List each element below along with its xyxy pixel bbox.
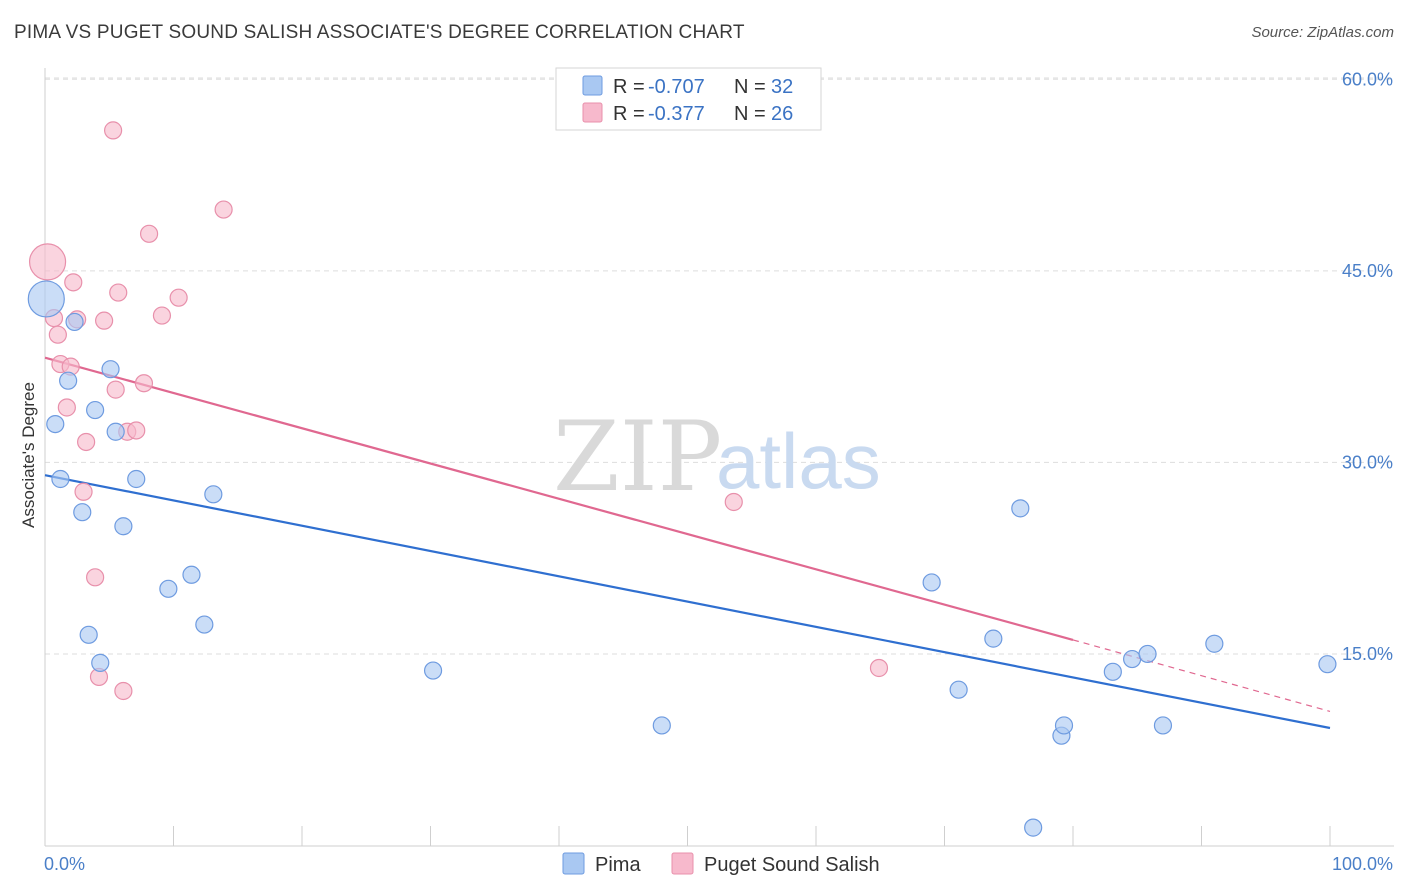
y-axis-label: Associate's Degree <box>19 382 38 528</box>
legend-r-label-salish: R = <box>613 103 645 125</box>
trend-line-dashed-salish <box>1072 639 1331 712</box>
point-salish <box>134 374 154 393</box>
point-salish <box>114 681 133 701</box>
watermark-atlas: atlas <box>716 417 881 505</box>
bottom-legend-label-pima: Pima <box>595 854 641 876</box>
bottom-legend-label-salish: Puget Sound Salish <box>704 854 880 876</box>
point-salish <box>109 283 128 302</box>
point-salish <box>48 325 67 344</box>
grid-lines <box>45 77 1394 655</box>
point-pima <box>1054 716 1074 735</box>
point-pima <box>1205 634 1224 653</box>
point-pima <box>984 629 1003 648</box>
watermark-zip: ZIP <box>553 401 722 513</box>
point-salish <box>139 224 159 243</box>
trend-line-pima <box>44 474 1331 730</box>
legend-n-value-salish: 26 <box>771 103 793 125</box>
point-salish <box>127 421 146 440</box>
point-pima <box>73 503 92 522</box>
point-pima <box>652 716 671 735</box>
point-pima <box>1123 649 1142 669</box>
point-pima <box>182 565 201 584</box>
point-salish <box>95 311 114 330</box>
legend-n-label-salish: N = <box>734 103 766 125</box>
point-pima <box>1024 818 1043 837</box>
point-salish <box>106 380 125 399</box>
bottom-legend-swatch-salish <box>671 852 694 875</box>
point-salish <box>152 306 172 325</box>
bottom-legend-swatch-pima <box>562 852 585 875</box>
point-pima <box>65 312 84 332</box>
source-credit: Source: ZipAtlas.com <box>1251 24 1394 41</box>
y-tick-label: 30.0% <box>1342 452 1393 472</box>
legend-r-value-salish: -0.377 <box>648 103 705 125</box>
point-salish <box>724 492 743 512</box>
point-salish <box>869 658 889 678</box>
legend-r-value-pima: -0.707 <box>648 76 705 98</box>
point-salish <box>28 243 67 281</box>
legend-n-value-pima: 32 <box>771 76 793 98</box>
legend: R = -0.707 N = 32 R = -0.377 N = 26 <box>555 67 822 131</box>
point-pima <box>1153 716 1173 735</box>
point-salish <box>74 482 93 501</box>
x-tick-label: 100.0% <box>1332 854 1393 874</box>
legend-swatch-pima <box>582 75 603 96</box>
legend-swatch-salish <box>582 102 603 123</box>
legend-r-label-pima: R = <box>613 76 645 98</box>
point-pima <box>1138 644 1157 664</box>
point-pima <box>51 469 70 489</box>
point-pima <box>59 371 78 390</box>
y-tick-label: 15.0% <box>1342 644 1393 664</box>
point-salish <box>86 568 105 587</box>
tick-labels: 15.0% 30.0% 45.0% 60.0% 0.0% 100.0% <box>44 69 1393 874</box>
point-pima <box>949 680 968 699</box>
point-pima <box>106 422 125 441</box>
legend-n-label-pima: N = <box>734 76 766 98</box>
trend-line-salish <box>44 356 1074 641</box>
point-pima <box>1011 499 1030 518</box>
point-pima <box>922 573 941 592</box>
bottom-legend: Pima Puget Sound Salish <box>562 852 880 876</box>
y-tick-label: 60.0% <box>1342 69 1393 89</box>
x-tick-label: 0.0% <box>44 854 85 874</box>
trend-lines <box>44 356 1331 730</box>
point-pima <box>1103 662 1122 681</box>
point-salish <box>77 432 96 452</box>
point-salish <box>64 273 83 292</box>
point-pima <box>423 661 443 680</box>
point-pima <box>101 360 120 379</box>
data-points <box>27 121 1337 837</box>
point-pima <box>204 485 223 504</box>
point-pima <box>86 400 105 420</box>
point-pima <box>1318 655 1337 674</box>
point-pima <box>159 579 178 598</box>
point-pima <box>46 414 65 434</box>
point-pima <box>79 625 98 644</box>
chart-title: PIMA VS PUGET SOUND SALISH ASSOCIATE'S D… <box>14 22 745 43</box>
point-salish <box>214 200 233 219</box>
point-salish <box>104 121 123 140</box>
point-salish <box>57 398 76 417</box>
point-pima <box>27 280 65 318</box>
point-pima <box>91 653 110 672</box>
point-pima <box>127 469 146 489</box>
axes <box>44 68 1394 847</box>
y-tick-label: 45.0% <box>1342 261 1393 281</box>
point-pima <box>114 517 133 536</box>
watermark: ZIP atlas <box>553 401 881 513</box>
point-salish <box>169 288 188 307</box>
point-pima <box>195 615 214 634</box>
